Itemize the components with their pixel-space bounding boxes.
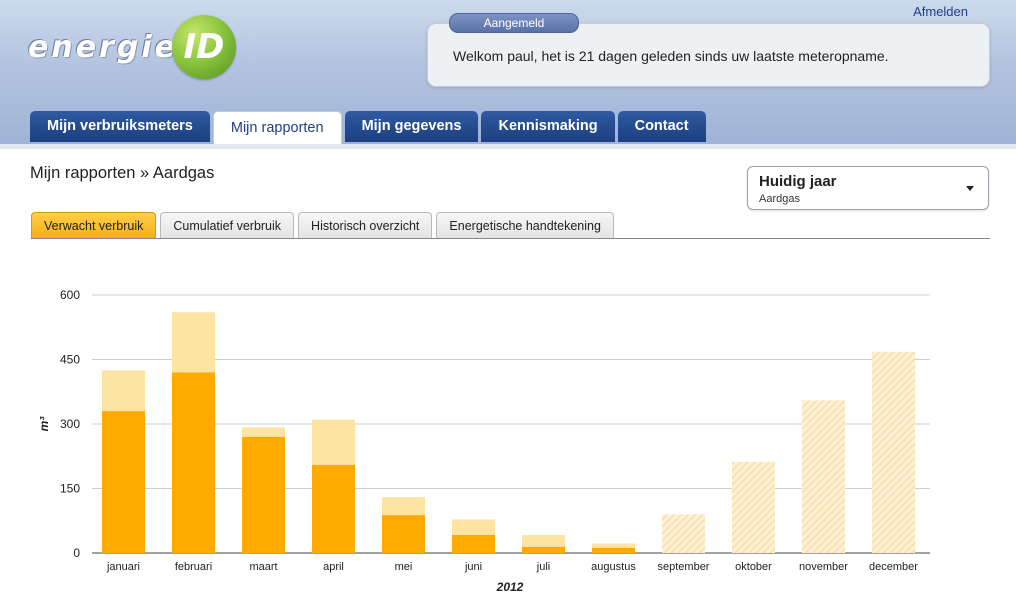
x-tick-label: februari	[175, 561, 212, 573]
bar-actual-juli	[522, 546, 565, 553]
bar-actual-juni	[452, 534, 495, 553]
logo-ball-icon: ID	[171, 15, 236, 79]
tab-my-reports[interactable]: Mijn rapporten	[212, 111, 342, 144]
y-axis-label: m³	[37, 416, 51, 432]
bar-expected-maart	[242, 427, 285, 437]
welcome-box: Welkom paul, het is 21 dagen geleden sin…	[427, 23, 990, 87]
x-tick-label: oktober	[735, 561, 772, 573]
tab-historical-overview[interactable]: Historisch overzicht	[298, 212, 433, 238]
tab-expected-usage[interactable]: Verwacht verbruik	[31, 212, 157, 238]
bar-expected-april	[312, 419, 355, 465]
period-selector-subtitle: Aardgas	[759, 193, 800, 205]
x-tick-label: november	[799, 561, 848, 573]
period-selector[interactable]: Huidig jaar Aardgas	[747, 166, 989, 210]
x-tick-label: juli	[536, 561, 550, 573]
tab-cumulative-usage[interactable]: Cumulatief verbruik	[160, 212, 295, 238]
x-tick-label: september	[658, 561, 710, 573]
period-selector-value: Huidig jaar	[759, 173, 837, 190]
bar-forecast-december	[872, 351, 915, 553]
logged-in-badge: Aangemeld	[449, 13, 579, 33]
y-tick-label: 600	[60, 288, 80, 302]
tab-energy-signature[interactable]: Energetische handtekening	[436, 212, 614, 238]
bar-expected-juli	[522, 534, 565, 547]
y-tick-label: 450	[60, 353, 80, 367]
bar-actual-april	[312, 464, 355, 553]
bar-actual-maart	[242, 436, 285, 553]
energieid-logo[interactable]: energie ID	[28, 12, 236, 82]
chevron-down-icon	[966, 186, 974, 191]
x-axis-label: 2012	[496, 580, 524, 594]
bar-actual-augustus	[592, 547, 635, 553]
bar-expected-augustus	[592, 543, 635, 548]
bar-forecast-september	[662, 514, 705, 553]
tab-contact[interactable]: Contact	[617, 111, 706, 142]
tab-introduction[interactable]: Kennismaking	[481, 111, 615, 142]
bar-forecast-november	[802, 400, 845, 553]
main-nav: Mijn verbruiksmeters Mijn rapporten Mijn…	[30, 111, 706, 144]
y-tick-label: 150	[60, 482, 80, 496]
bar-actual-januari	[102, 411, 145, 553]
bar-expected-juni	[452, 519, 495, 535]
y-tick-label: 0	[73, 546, 80, 560]
logo-wordmark: energie	[28, 29, 178, 65]
header: energie ID Afmelden Welkom paul, het is …	[0, 0, 1016, 144]
logout-link[interactable]: Afmelden	[913, 4, 968, 19]
x-tick-label: juni	[464, 561, 482, 573]
tabs-divider	[31, 238, 990, 239]
tab-my-data[interactable]: Mijn gegevens	[344, 111, 479, 142]
report-tabs: Verwacht verbruik Cumulatief verbruik Hi…	[31, 212, 614, 238]
x-tick-label: januari	[106, 561, 140, 573]
y-tick-label: 300	[60, 417, 80, 431]
bar-expected-januari	[102, 370, 145, 412]
x-tick-label: april	[323, 561, 344, 573]
bar-expected-februari	[172, 312, 215, 373]
header-divider	[0, 144, 1016, 149]
usage-bar-chart: 0 150 300 450 600 m³ januari februari maart april…	[37, 288, 930, 594]
welcome-text: Welkom paul, het is 21 dagen geleden sin…	[453, 48, 889, 64]
logo-ball-text: ID	[183, 27, 225, 67]
page-title: Mijn rapporten » Aardgas	[30, 164, 215, 182]
bar-forecast-oktober	[732, 461, 775, 553]
tab-my-meters[interactable]: Mijn verbruiksmeters	[30, 111, 210, 142]
x-tick-label: mei	[395, 561, 413, 573]
x-tick-label: augustus	[591, 561, 636, 573]
x-tick-label: december	[869, 561, 918, 573]
bar-expected-mei	[382, 497, 425, 516]
x-tick-label: maart	[249, 561, 277, 573]
bar-actual-mei	[382, 515, 425, 553]
bar-actual-februari	[172, 372, 215, 553]
